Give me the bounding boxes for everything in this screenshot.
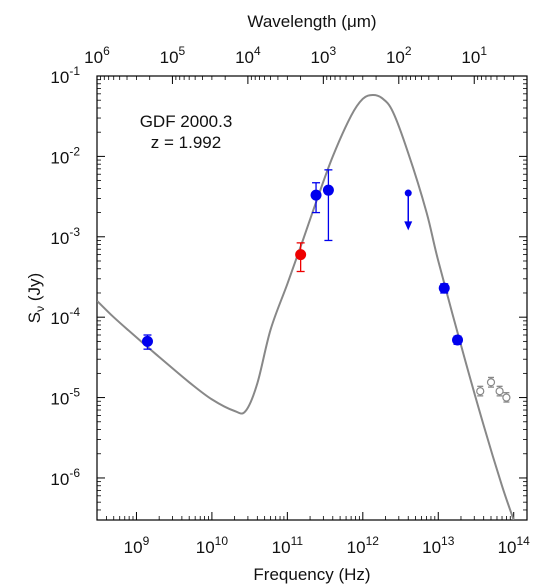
data-points-layer: [141, 169, 511, 403]
x-tick-labels: 109 1010 1011 1012 1013 1014: [124, 534, 531, 557]
top-tick-label-base: 10: [160, 48, 179, 67]
x-tick-label-exponent: 11: [291, 534, 304, 548]
top-tick-label-base: 10: [386, 48, 405, 67]
x-tick-label-base: 10: [347, 538, 366, 557]
y-major-ticks: [97, 75, 527, 479]
x-major-ticks: [135, 512, 515, 520]
x-tick-label-base: 10: [422, 538, 441, 557]
x-tick-label-exponent: 14: [516, 534, 530, 548]
y-tick-label: 10-2: [50, 144, 80, 167]
top-tick-label: 102: [386, 44, 412, 67]
upper-limit-arrow: [404, 221, 413, 231]
upper-limit-point: [404, 189, 412, 197]
y-axis-label-subscript: ν: [33, 306, 47, 312]
top-tick-label-exponent: 6: [103, 44, 110, 58]
y-tick-label-exponent: -5: [69, 386, 80, 400]
top-tick-label-exponent: 2: [405, 44, 412, 58]
x-tick-label-exponent: 10: [215, 534, 229, 548]
y-tick-label-base: 10: [50, 148, 69, 167]
data-point: [452, 334, 464, 346]
top-tick-label-base: 10: [311, 48, 330, 67]
x-axis-label: Frequency (Hz): [253, 565, 370, 584]
y-tick-label-exponent: -1: [69, 64, 80, 78]
x-tick-label-exponent: 13: [441, 534, 455, 548]
data-point-open: [486, 378, 496, 387]
plot-frame: [96, 75, 528, 521]
model-curve-layer: [97, 93, 515, 520]
y-tick-label: 10-4: [50, 305, 80, 328]
y-tick-label-base: 10: [50, 68, 69, 87]
data-point: [295, 249, 307, 261]
x-tick-label: 1014: [498, 534, 531, 557]
top-tick-label-base: 10: [235, 48, 254, 67]
x-tick-label-exponent: 12: [366, 534, 380, 548]
y-tick-label-base: 10: [50, 309, 69, 328]
data-point-open: [495, 387, 504, 396]
x-tick-label-base: 10: [272, 538, 291, 557]
y-axis-label: Sν (Jy): [25, 273, 47, 323]
top-tick-label-base: 10: [84, 48, 103, 67]
y-tick-label-base: 10: [50, 390, 69, 409]
y-axis-label-unit: (Jy): [25, 273, 44, 306]
x-tick-label: 1011: [272, 534, 304, 557]
top-tick-label: 101: [461, 44, 487, 67]
top-axis-ticks: [96, 76, 528, 84]
annotation-redshift: z = 1.992: [151, 133, 221, 152]
data-point-open: [476, 387, 485, 396]
y-tick-label-base: 10: [50, 470, 69, 489]
top-tick-label-exponent: 1: [480, 44, 487, 58]
x-tick-label-exponent: 9: [143, 534, 150, 548]
y-tick-label-exponent: -2: [69, 144, 80, 158]
y-tick-label: 10-5: [50, 386, 80, 409]
y-tick-label: 10-3: [50, 225, 80, 248]
x-tick-label: 1013: [422, 534, 455, 557]
top-tick-label-exponent: 5: [179, 44, 186, 58]
y-tick-labels: 10-110-210-310-410-510-6: [50, 64, 80, 489]
top-tick-label: 106: [84, 44, 110, 67]
y-tick-label: 10-1: [50, 64, 80, 87]
annotation-source-name: GDF 2000.3: [140, 112, 233, 131]
top-tick-label: 103: [311, 44, 337, 67]
y-tick-label-exponent: -4: [69, 305, 80, 319]
y-tick-label-exponent: -3: [69, 225, 80, 239]
x-tick-label: 1010: [196, 534, 229, 557]
top-tick-label-exponent: 3: [329, 44, 336, 58]
y-axis-label-main: S: [25, 312, 44, 323]
x-tick-label: 109: [124, 534, 150, 557]
data-point: [141, 335, 153, 347]
top-axis-tick-labels: 106 105 104 103 102 101: [84, 44, 487, 67]
data-point-open: [502, 393, 511, 402]
top-tick-label-base: 10: [461, 48, 480, 67]
y-minor-ticks: [97, 79, 527, 521]
x-tick-label: 1012: [347, 534, 380, 557]
x-tick-label-base: 10: [124, 538, 143, 557]
top-axis-label: Wavelength (μm): [247, 12, 376, 31]
top-tick-label: 104: [235, 44, 261, 67]
y-tick-label-exponent: -6: [69, 466, 80, 480]
data-point: [310, 189, 322, 201]
y-tick-label-base: 10: [50, 229, 69, 248]
model-curve: [97, 93, 515, 520]
y-tick-label: 10-6: [50, 466, 80, 489]
data-point: [322, 184, 334, 196]
data-point: [438, 282, 450, 294]
x-tick-label-base: 10: [498, 538, 517, 557]
x-tick-label-base: 10: [196, 538, 215, 557]
top-tick-label: 105: [160, 44, 186, 67]
top-tick-label-exponent: 4: [254, 44, 261, 58]
x-minor-ticks: [96, 516, 511, 520]
